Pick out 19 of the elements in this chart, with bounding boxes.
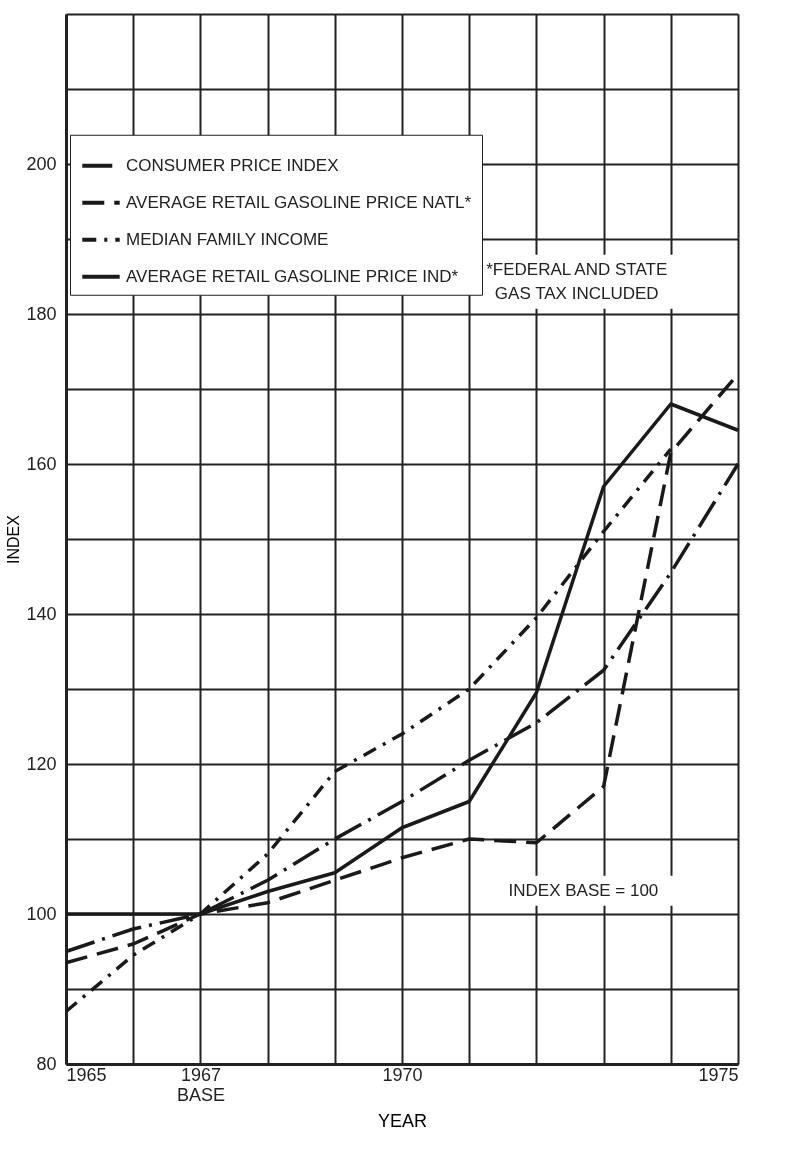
legend-label: AVERAGE RETAIL GASOLINE PRICE NATL*: [126, 192, 472, 212]
y-tick-label: 140: [26, 603, 57, 624]
x-axis-title: YEAR: [377, 1110, 428, 1131]
legend-label: CONSUMER PRICE INDEX: [126, 155, 339, 175]
y-tick-label: 200: [26, 153, 57, 174]
y-tick-label: 160: [26, 453, 57, 474]
y-axis-title: INDEX: [5, 514, 23, 564]
y-tick-label: 100: [26, 903, 57, 924]
y-tick-label: 180: [26, 303, 57, 324]
annotation: INDEX BASE = 100: [508, 880, 659, 900]
x-tick-label: 1965: [66, 1064, 107, 1085]
legend-label: AVERAGE RETAIL GASOLINE PRICE IND*: [126, 266, 459, 286]
x-tick-label: 1975: [698, 1064, 739, 1085]
legend-label: MEDIAN FAMILY INCOME: [126, 229, 329, 249]
x-tick-label: 1970: [382, 1064, 423, 1085]
y-tick-label: 80: [36, 1053, 57, 1074]
y-tick-label: 120: [26, 753, 57, 774]
annotation: *FEDERAL AND STATE GAS TAX INCLUDED: [486, 259, 668, 303]
x-tick-label: 1967 BASE: [176, 1064, 225, 1105]
